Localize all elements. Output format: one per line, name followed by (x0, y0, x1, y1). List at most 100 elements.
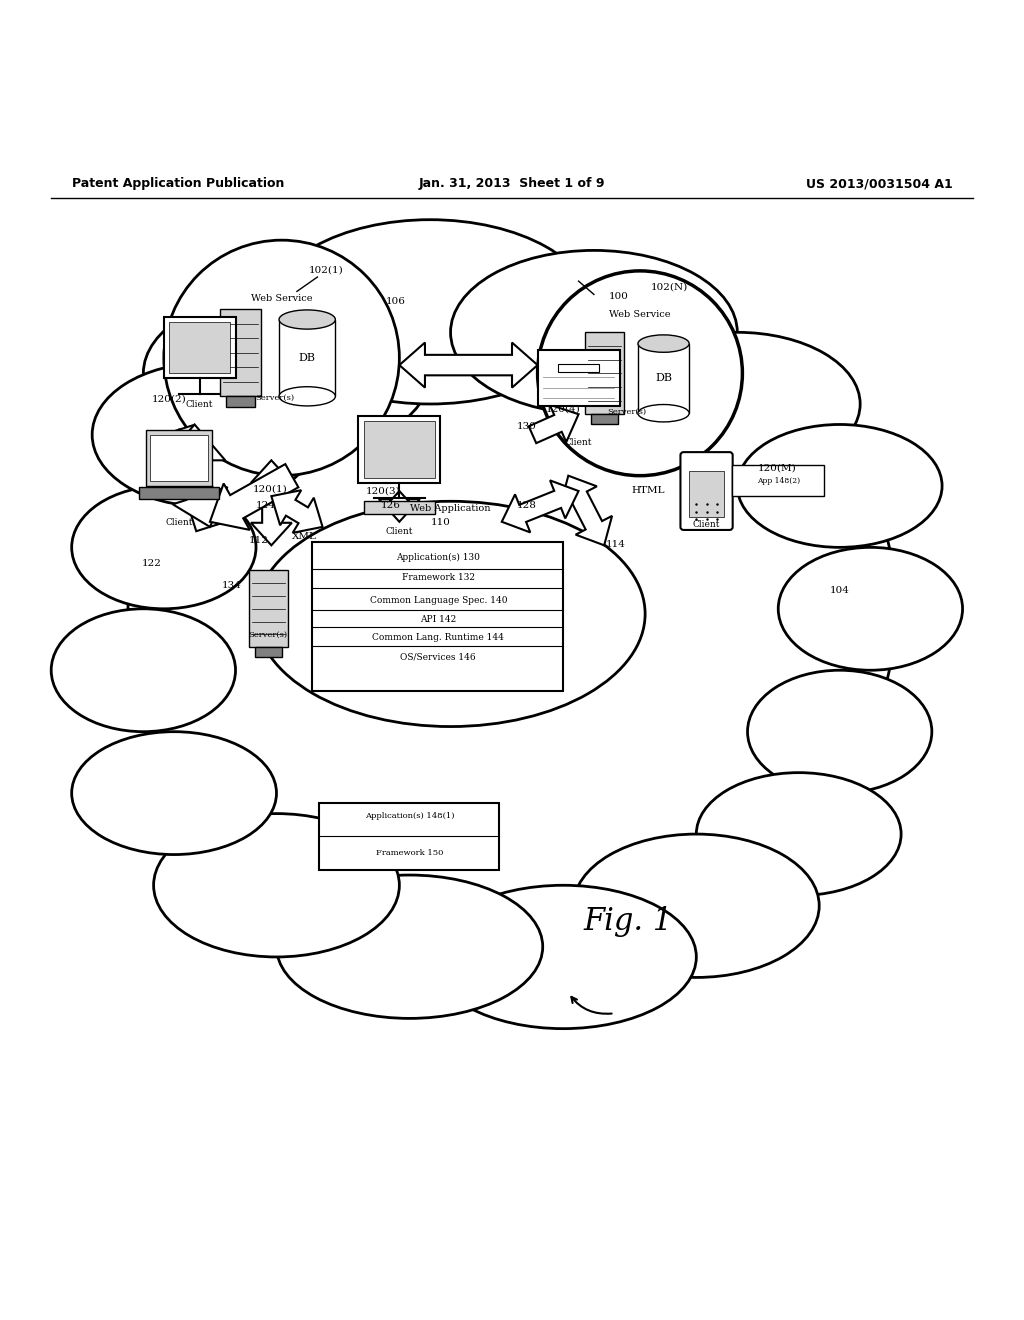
Polygon shape (502, 480, 579, 532)
FancyBboxPatch shape (150, 434, 209, 480)
FancyBboxPatch shape (164, 317, 236, 379)
FancyBboxPatch shape (312, 543, 563, 690)
Text: 130: 130 (517, 421, 537, 430)
Text: Application(s) 130: Application(s) 130 (396, 553, 480, 562)
Ellipse shape (430, 886, 696, 1028)
Ellipse shape (51, 609, 236, 731)
Ellipse shape (266, 219, 594, 404)
Circle shape (164, 240, 399, 475)
Ellipse shape (279, 387, 336, 407)
FancyBboxPatch shape (591, 414, 617, 425)
Text: Web Service: Web Service (609, 310, 671, 319)
Text: HTML: HTML (632, 486, 666, 495)
Text: 104: 104 (829, 586, 849, 595)
Text: 114: 114 (606, 540, 626, 549)
Polygon shape (164, 425, 225, 470)
Polygon shape (560, 475, 612, 545)
Ellipse shape (573, 834, 819, 977)
Text: 120(3): 120(3) (366, 486, 400, 495)
FancyBboxPatch shape (585, 333, 624, 414)
Text: US 2013/0031504 A1: US 2013/0031504 A1 (806, 177, 952, 190)
Text: Framework 150: Framework 150 (376, 849, 443, 857)
Text: Server(s): Server(s) (249, 631, 288, 639)
Ellipse shape (638, 404, 689, 422)
Ellipse shape (737, 425, 942, 548)
Text: DB: DB (299, 352, 315, 363)
Text: XML: XML (292, 532, 316, 541)
Ellipse shape (154, 813, 399, 957)
Text: 110: 110 (431, 517, 451, 527)
Text: Fig. 1: Fig. 1 (584, 906, 673, 937)
FancyBboxPatch shape (364, 502, 435, 513)
Text: 134: 134 (222, 581, 242, 590)
Polygon shape (166, 425, 227, 527)
Ellipse shape (614, 333, 860, 475)
FancyBboxPatch shape (638, 343, 689, 413)
FancyBboxPatch shape (558, 364, 599, 372)
Text: Client: Client (186, 400, 213, 409)
Ellipse shape (92, 363, 317, 507)
Polygon shape (528, 405, 579, 444)
Text: 100: 100 (609, 292, 629, 301)
Ellipse shape (696, 772, 901, 895)
FancyBboxPatch shape (249, 570, 288, 647)
Text: Patent Application Publication: Patent Application Publication (72, 177, 284, 190)
Text: Client: Client (166, 517, 193, 527)
Ellipse shape (276, 875, 543, 1019)
Ellipse shape (128, 276, 896, 941)
Text: Common Lang. Runtime 144: Common Lang. Runtime 144 (373, 634, 504, 642)
Ellipse shape (748, 671, 932, 793)
FancyBboxPatch shape (139, 487, 219, 499)
Text: API 142: API 142 (420, 615, 457, 623)
FancyBboxPatch shape (688, 470, 725, 516)
Text: Client: Client (693, 520, 720, 529)
Ellipse shape (778, 548, 963, 671)
Text: Common Language Spec. 140: Common Language Spec. 140 (370, 597, 507, 605)
Text: Server(s): Server(s) (255, 393, 294, 401)
Ellipse shape (451, 251, 737, 414)
Text: Server(s): Server(s) (607, 408, 646, 416)
Text: Client: Client (565, 438, 592, 447)
Text: 120(4): 120(4) (546, 404, 581, 413)
Ellipse shape (279, 310, 336, 329)
Text: 122: 122 (141, 558, 161, 568)
Text: 102(N): 102(N) (651, 282, 688, 292)
Text: 128: 128 (517, 502, 537, 511)
Text: Framework 132: Framework 132 (401, 573, 475, 582)
Polygon shape (251, 461, 292, 545)
Ellipse shape (143, 292, 430, 455)
Polygon shape (379, 491, 420, 521)
Text: App 148(2): App 148(2) (757, 477, 800, 484)
Text: Jan. 31, 2013  Sheet 1 of 9: Jan. 31, 2013 Sheet 1 of 9 (419, 177, 605, 190)
Polygon shape (399, 343, 538, 388)
Text: 106: 106 (386, 297, 406, 306)
FancyBboxPatch shape (255, 647, 282, 657)
Text: 120(1): 120(1) (253, 484, 288, 494)
FancyBboxPatch shape (358, 416, 440, 483)
FancyBboxPatch shape (169, 322, 230, 374)
Text: Application(s) 148(1): Application(s) 148(1) (365, 812, 455, 820)
Text: 120(2): 120(2) (152, 395, 186, 404)
Polygon shape (271, 490, 323, 533)
Text: 112: 112 (249, 536, 268, 545)
Text: OS/Services 146: OS/Services 146 (400, 652, 476, 661)
FancyBboxPatch shape (226, 396, 255, 407)
FancyBboxPatch shape (538, 350, 620, 407)
Text: 102(1): 102(1) (309, 265, 344, 275)
Text: 124: 124 (256, 502, 275, 511)
Text: 120(M): 120(M) (758, 463, 797, 473)
Ellipse shape (72, 731, 276, 854)
Text: Web Service: Web Service (251, 293, 312, 302)
Text: 126: 126 (381, 502, 400, 511)
FancyBboxPatch shape (680, 453, 733, 529)
Text: DB: DB (655, 374, 672, 383)
Ellipse shape (638, 335, 689, 352)
FancyBboxPatch shape (364, 421, 435, 478)
Polygon shape (210, 465, 298, 529)
Text: Client: Client (386, 527, 413, 536)
Circle shape (538, 271, 742, 475)
Ellipse shape (72, 486, 256, 609)
Text: Web Application: Web Application (411, 504, 490, 513)
Polygon shape (162, 429, 223, 531)
FancyBboxPatch shape (220, 309, 261, 396)
